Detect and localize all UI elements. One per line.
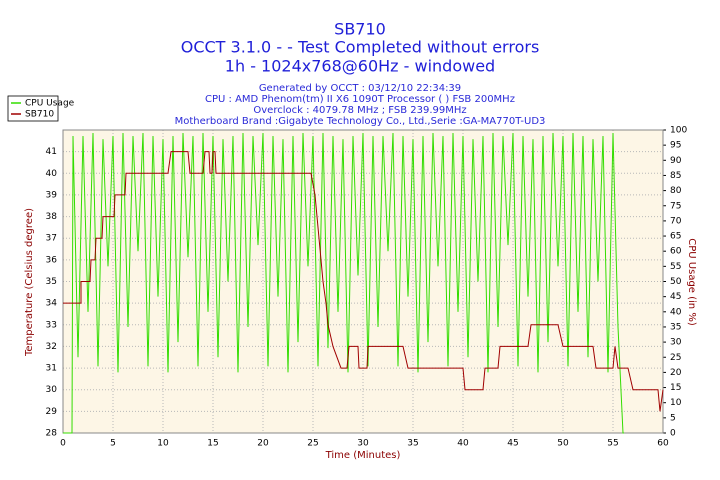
x-tick-label: 15 — [207, 439, 218, 449]
y2-tick-label: 15 — [670, 383, 681, 393]
y2-tick-label: 5 — [670, 413, 676, 423]
y-tick-label: 37 — [46, 234, 57, 244]
info-line: CPU : AMD Phenom(tm) II X6 1090T Process… — [205, 94, 515, 105]
x-tick-label: 50 — [557, 439, 569, 449]
x-tick-label: 20 — [257, 439, 269, 449]
y-tick-label: 29 — [46, 407, 58, 417]
y2-tick-label: 50 — [670, 277, 682, 287]
info-line: Motherboard Brand :Gigabyte Technology C… — [175, 116, 546, 127]
x-tick-label: 35 — [407, 439, 418, 449]
legend-label: SB710 — [25, 110, 54, 120]
series-line — [63, 133, 624, 434]
y2-tick-label: 75 — [670, 201, 681, 211]
y2-tick-label: 85 — [670, 171, 681, 181]
info-line: Generated by OCCT : 03/12/10 22:34:39 — [259, 83, 461, 94]
y2-tick-label: 90 — [670, 156, 682, 166]
y-tick-label: 39 — [46, 190, 58, 200]
y2-tick-label: 30 — [670, 338, 682, 348]
x-tick-label: 60 — [657, 439, 669, 449]
y2-tick-label: 95 — [670, 141, 681, 151]
x-tick-label: 40 — [457, 439, 469, 449]
y-tick-label: 32 — [46, 342, 57, 352]
chart-title: SB710 — [334, 20, 386, 39]
x-tick-label: 30 — [357, 439, 369, 449]
x-tick-label: 25 — [307, 439, 318, 449]
y2-tick-label: 60 — [670, 247, 682, 257]
y2-tick-label: 65 — [670, 232, 681, 242]
y-tick-label: 38 — [46, 212, 58, 222]
y-axis-label: Temperature (Celsius degree) — [24, 208, 35, 357]
x-tick-label: 0 — [60, 439, 66, 449]
y2-axis-label: CPU Usage (in %) — [686, 238, 697, 326]
series-line — [63, 151, 664, 412]
x-axis-label: Time (Minutes) — [325, 450, 401, 461]
info-line: Overclock : 4079.78 MHz ; FSB 239.99MHz — [253, 105, 466, 116]
plot-border — [62, 129, 664, 434]
y2-tick-label: 0 — [670, 429, 676, 439]
y-tick-label: 35 — [46, 277, 57, 287]
y2-tick-label: 40 — [670, 307, 682, 317]
y-tick-label: 30 — [46, 385, 58, 395]
x-tick-label: 5 — [110, 439, 116, 449]
y2-tick-label: 80 — [670, 186, 682, 196]
y-tick-label: 34 — [46, 299, 58, 309]
y2-tick-label: 100 — [670, 126, 687, 136]
subtitle: 1h - 1024x768@60Hz - windowed — [225, 57, 495, 76]
legend — [7, 95, 59, 122]
y2-tick-label: 20 — [670, 368, 682, 378]
x-tick-label: 10 — [157, 439, 169, 449]
y-tick-label: 28 — [46, 429, 58, 439]
y-tick-label: 36 — [46, 255, 58, 265]
y2-tick-label: 25 — [670, 353, 681, 363]
x-tick-label: 45 — [507, 439, 518, 449]
y2-tick-label: 10 — [670, 398, 682, 408]
y2-tick-label: 55 — [670, 262, 681, 272]
y-tick-label: 41 — [46, 147, 57, 157]
y-tick-label: 40 — [46, 169, 58, 179]
x-tick-label: 55 — [607, 439, 618, 449]
subtitle: OCCT 3.1.0 - - Test Completed without er… — [181, 38, 540, 57]
y-tick-label: 31 — [46, 364, 57, 374]
legend-label: CPU Usage — [25, 99, 75, 109]
y-tick-label: 33 — [46, 320, 57, 330]
y2-tick-label: 70 — [670, 216, 682, 226]
y2-tick-label: 45 — [670, 292, 681, 302]
y2-tick-label: 35 — [670, 322, 681, 332]
